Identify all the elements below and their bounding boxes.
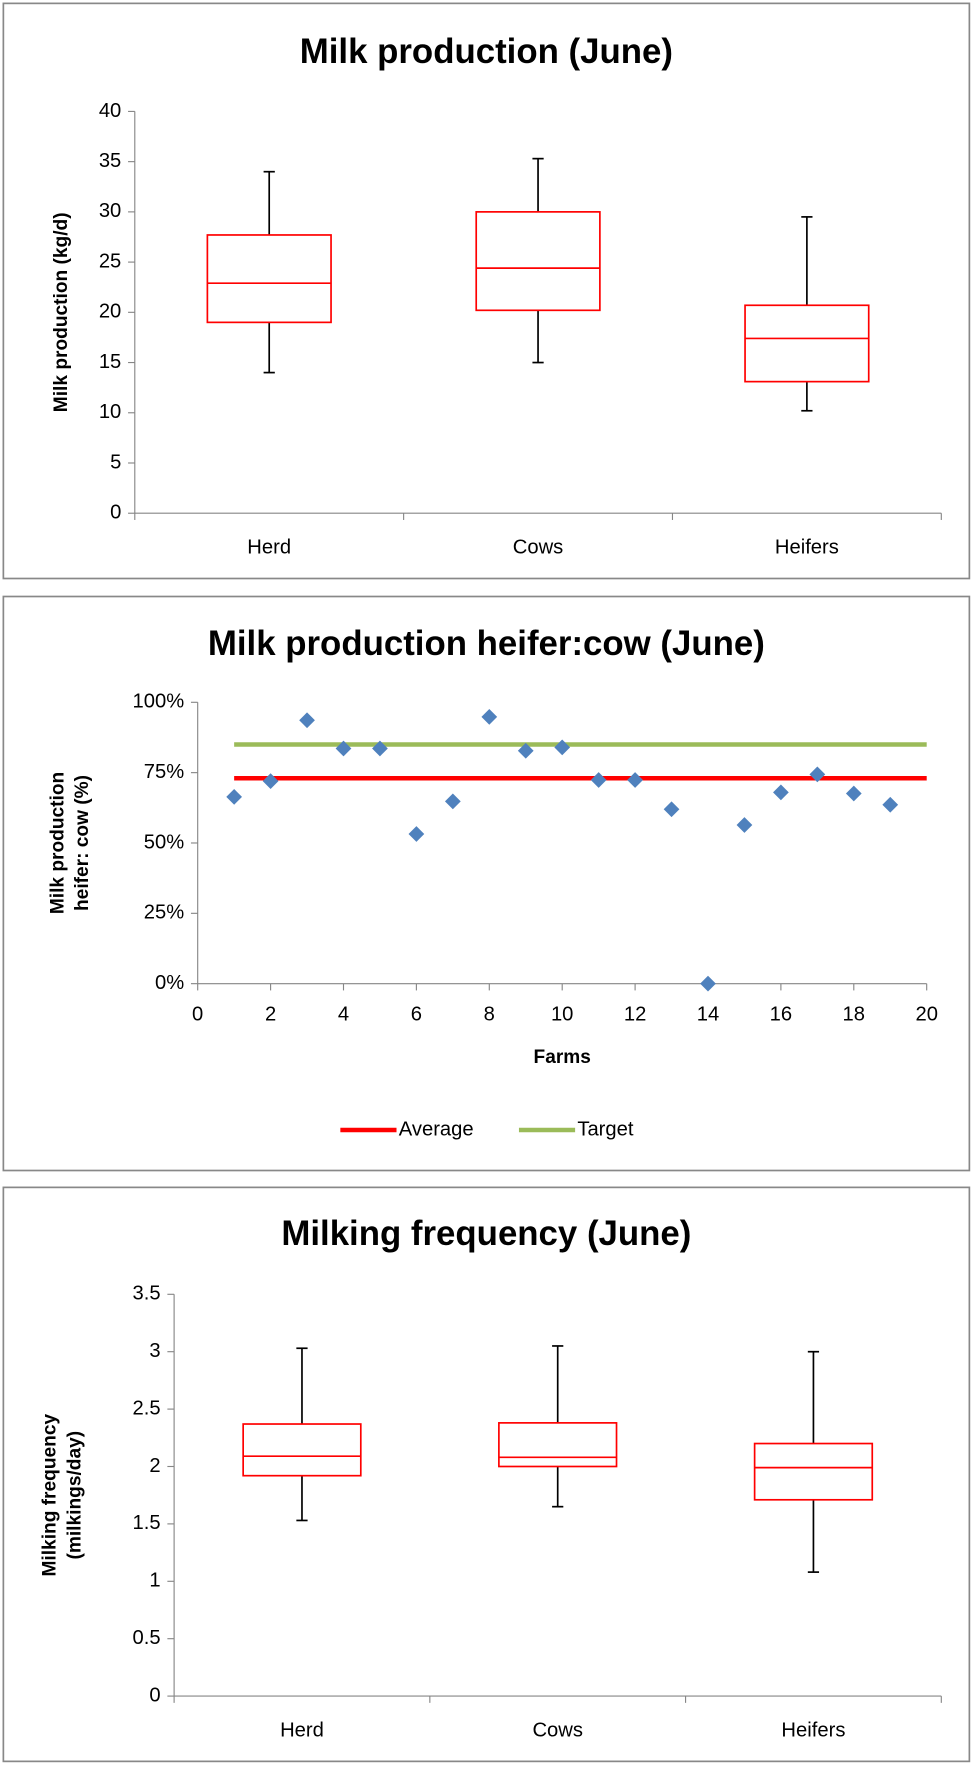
x-tick-label: 12 (624, 1004, 646, 1026)
y-tick-label: 1 (149, 1570, 160, 1592)
y-tick-label: 2 (149, 1455, 160, 1477)
y-tick-label: 40 (99, 100, 121, 122)
y-tick-label: 1.5 (133, 1512, 161, 1534)
y-tick-label: 3 (149, 1340, 160, 1362)
y-axis-title: heifer: cow (%) (72, 775, 93, 911)
y-tick-label: 30 (99, 200, 121, 222)
chart-title: Milk production (June) (300, 32, 673, 71)
chart-title: Milking frequency (June) (281, 1214, 691, 1253)
y-tick-label: 0.5 (133, 1627, 161, 1649)
y-tick-label: 0% (155, 972, 184, 994)
x-tick-label: Cows (513, 536, 564, 558)
y-tick-label: 25% (144, 902, 184, 924)
panel (2, 595, 971, 1172)
point (663, 801, 680, 818)
y-tick-label: 0 (149, 1684, 160, 1706)
legend-label: Average (399, 1118, 474, 1140)
box (242, 1423, 362, 1477)
x-tick-label: 2 (265, 1004, 276, 1026)
y-tick-label: 15 (99, 351, 121, 373)
point (809, 766, 826, 783)
y-tick-label: 10 (99, 401, 121, 423)
x-tick-label: 18 (843, 1004, 865, 1026)
box (753, 1442, 874, 1501)
box (744, 304, 870, 383)
y-tick-label: 25 (99, 250, 121, 272)
y-tick-label: 2.5 (133, 1397, 161, 1419)
y-tick-label: 75% (144, 761, 184, 783)
x-tick-label: 0 (192, 1004, 203, 1026)
x-tick-label: 14 (697, 1004, 719, 1026)
point (408, 826, 425, 842)
x-tick-label: Herd (247, 536, 291, 558)
x-tick-label: Herd (280, 1719, 324, 1741)
x-tick-label: 6 (411, 1004, 422, 1026)
x-axis-title: Farms (534, 1047, 591, 1068)
x-tick-label: 20 (915, 1004, 937, 1026)
box (206, 234, 332, 324)
y-tick-label: 20 (99, 301, 121, 323)
y-axis-title: Milk production (kg/d) (51, 212, 72, 412)
y-axis-title: (milkings/day) (64, 1431, 85, 1560)
box (475, 211, 601, 312)
legend-label: Target (577, 1118, 634, 1140)
chart-title: Milk production heifer:cow (June) (208, 624, 765, 663)
x-tick-label: Heifers (775, 536, 839, 558)
x-tick-label: 16 (770, 1004, 792, 1026)
y-tick-label: 100% (133, 691, 185, 713)
x-tick-label: Heifers (781, 1719, 845, 1741)
x-tick-label: 8 (484, 1004, 495, 1026)
point (517, 742, 534, 759)
y-tick-label: 0 (110, 502, 121, 524)
y-axis-title: Milking frequency (40, 1414, 61, 1577)
point (444, 793, 461, 810)
x-tick-label: 4 (338, 1004, 349, 1026)
y-tick-label: 3.5 (133, 1283, 161, 1305)
point (335, 740, 352, 757)
point (481, 709, 498, 725)
point (736, 817, 753, 833)
point (554, 739, 571, 756)
point (226, 788, 243, 805)
point (299, 712, 315, 729)
point (700, 975, 716, 992)
x-tick-label: Cows (532, 1719, 583, 1741)
box (498, 1422, 618, 1468)
x-tick-label: 10 (551, 1004, 573, 1026)
point (372, 740, 388, 757)
y-tick-label: 50% (144, 831, 184, 853)
y-axis-title: Milk production (47, 772, 68, 914)
y-tick-label: 35 (99, 150, 121, 172)
y-tick-label: 5 (110, 451, 121, 473)
